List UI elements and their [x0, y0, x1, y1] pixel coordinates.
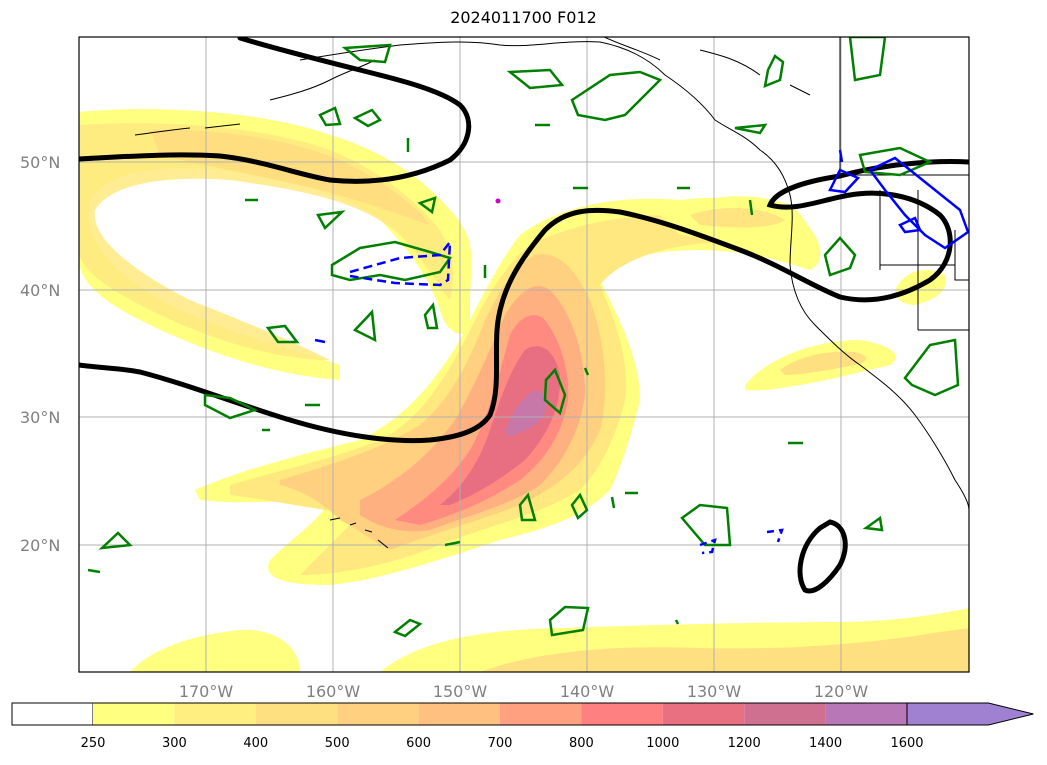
green-contour-5	[848, 37, 887, 82]
green-contour-34	[680, 503, 732, 547]
magenta-dot	[495, 198, 501, 204]
colorbar-tick-label-300: 300	[162, 736, 187, 751]
map-layers	[79, 37, 969, 672]
fill-band-1200	[505, 391, 547, 436]
green-contour-40	[548, 605, 590, 637]
colorbar-extend-arrow	[906, 702, 1034, 726]
green-contour-37	[98, 531, 133, 550]
colorbar-border	[11, 702, 908, 726]
blue-contour-3	[898, 216, 922, 234]
blue-contour-dashed-1	[349, 238, 452, 287]
green-contour-25	[583, 367, 590, 376]
black-contour-closed-low	[797, 519, 848, 594]
colorbar-tick-label-1000: 1000	[646, 736, 679, 751]
green-contour-8	[734, 123, 768, 135]
lon-label-130: 130°W	[687, 682, 742, 701]
green-contour-18	[748, 199, 754, 216]
green-contour-31	[570, 492, 589, 521]
colorbar-segment-800	[581, 703, 663, 725]
blue-contour-dashed-3	[766, 528, 784, 543]
green-contour-39	[444, 540, 461, 547]
fill-band-300-east	[780, 351, 867, 375]
green-contour-14	[316, 210, 346, 231]
coastlines	[134, 37, 969, 549]
green-contour-20	[823, 236, 857, 277]
lat-label-20: 20°N	[20, 536, 60, 555]
green-contour-7	[352, 108, 382, 128]
colorbar: 250 300 400 500 600 700 800 1000 1200 1400 1600	[11, 702, 1034, 751]
colorbar-tick-label-1600: 1600	[890, 736, 923, 751]
green-contour-42	[674, 619, 680, 625]
green-contour-2	[506, 68, 565, 90]
green-contour-21	[265, 324, 300, 344]
green-contour-22	[352, 309, 377, 343]
green-contour-16	[330, 240, 453, 282]
green-contour-23	[423, 302, 439, 330]
colorbar-segment-1200	[744, 703, 826, 725]
colorbar-tick-label-700: 700	[488, 736, 513, 751]
colorbar-tick-label-500: 500	[325, 736, 350, 751]
colorbar-segment-1400	[825, 703, 907, 725]
blue-contour-2	[868, 156, 969, 250]
colorbar-segment-700	[500, 703, 582, 725]
lon-label-160: 160°W	[306, 682, 361, 701]
colorbar-tick-label-600: 600	[406, 736, 431, 751]
green-contour-19	[858, 146, 934, 177]
lon-label-170: 170°W	[179, 682, 234, 701]
colorbar-tick-label-250: 250	[81, 736, 106, 751]
chart-title: 2024011700 F012	[450, 8, 597, 27]
colorbar-segment-1000	[662, 703, 745, 725]
colorbar-segment-250	[93, 703, 175, 725]
black-contours	[79, 37, 969, 594]
colorbar-segment-300	[174, 703, 256, 725]
map-frame	[78, 36, 970, 673]
longitude-labels: 170°W 160°W 150°W 140°W 130°W 120°W	[179, 682, 869, 701]
lat-label-30: 30°N	[20, 408, 60, 427]
lon-label-140: 140°W	[560, 682, 615, 701]
colorbar-segment-600	[418, 703, 500, 725]
green-contour-26	[203, 393, 259, 420]
lat-label-40: 40°N	[20, 281, 60, 300]
green-contour-3	[570, 70, 663, 122]
colorbar-tick-label-1400: 1400	[809, 736, 842, 751]
green-contour-6	[318, 106, 342, 127]
blue-contours	[314, 149, 969, 555]
green-contour-35	[862, 515, 884, 532]
green-contour-41	[392, 618, 423, 638]
blue-contour-4	[838, 149, 844, 163]
colorbar-tick-label-1200: 1200	[728, 736, 761, 751]
green-contour-1	[341, 43, 392, 64]
latitude-labels: 50°N 40°N 30°N 20°N	[20, 153, 60, 555]
colorbar-segment-500	[337, 703, 419, 725]
green-contour-24	[543, 367, 567, 416]
green-contour-29	[903, 338, 960, 397]
black-contour-main-trough	[79, 159, 969, 444]
colorbar-tick-label-800: 800	[569, 736, 594, 751]
lat-label-50: 50°N	[20, 153, 60, 172]
black-contour-north-loop	[79, 37, 472, 184]
lon-label-150: 150°W	[433, 682, 488, 701]
lon-label-120: 120°W	[814, 682, 869, 701]
fill-band-1000	[440, 346, 561, 505]
fill-band-300-south2	[480, 628, 969, 672]
blue-contour-5	[314, 338, 326, 344]
colorbar-under-segment	[11, 702, 94, 726]
green-contours	[87, 37, 960, 638]
blue-contour-1	[828, 168, 861, 194]
green-contour-13	[417, 196, 437, 215]
colorbar-tick-label-400: 400	[243, 736, 268, 751]
colorbar-segment-400	[255, 703, 338, 725]
green-contour-4	[763, 54, 785, 89]
green-contour-30	[518, 492, 537, 522]
green-contour-33	[610, 496, 616, 509]
fill-band-250-south	[130, 629, 300, 672]
green-contour-38	[87, 568, 101, 574]
